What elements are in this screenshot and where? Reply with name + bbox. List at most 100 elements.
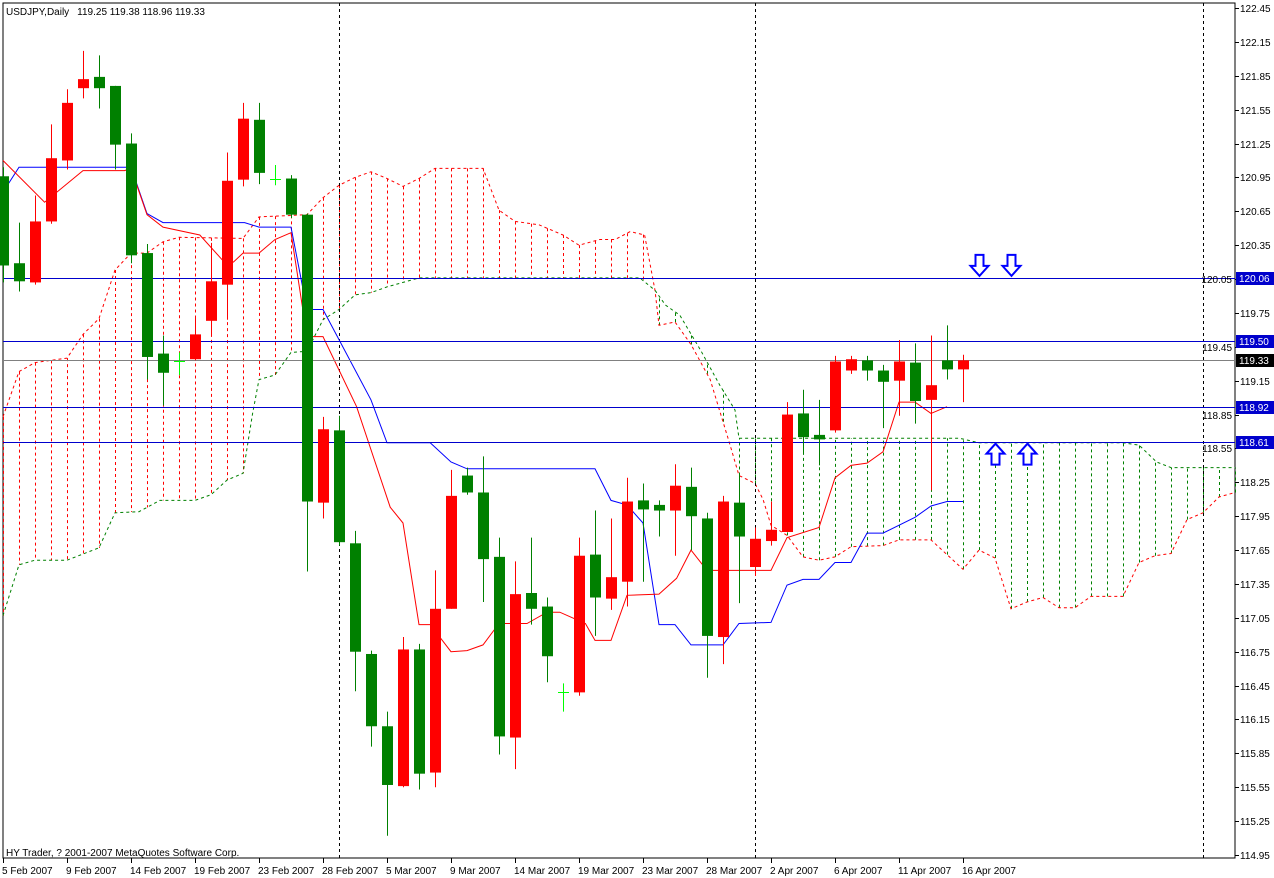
chart-title: USDJPY,Daily 119.25 119.38 118.96 119.33 bbox=[6, 7, 205, 18]
date-tick-label: 16 Apr 2007 bbox=[962, 866, 1016, 877]
candle-body bbox=[926, 385, 937, 400]
candle bbox=[110, 85, 121, 170]
candle bbox=[798, 389, 809, 455]
date-tick-label: 9 Feb 2007 bbox=[66, 866, 117, 877]
price-tick-label: 115.55 bbox=[1240, 783, 1270, 794]
candle-body bbox=[478, 492, 489, 560]
candle bbox=[894, 340, 905, 416]
candle-body bbox=[814, 434, 825, 440]
candle-body bbox=[398, 649, 409, 787]
price-tick-label: 121.55 bbox=[1240, 106, 1271, 117]
price-tick-label: 122.15 bbox=[1240, 38, 1271, 49]
candle-body bbox=[766, 529, 777, 542]
candle bbox=[446, 469, 457, 609]
candle bbox=[782, 402, 793, 533]
candle bbox=[62, 89, 73, 170]
candle bbox=[382, 711, 393, 836]
price-tick-label: 122.45 bbox=[1240, 4, 1271, 15]
candle bbox=[254, 102, 265, 185]
candle-body bbox=[46, 158, 57, 222]
arrow-up-icon bbox=[1016, 442, 1039, 466]
level-price-label: 118.92 bbox=[1239, 403, 1269, 414]
candle bbox=[766, 501, 777, 546]
price-tick-label: 116.15 bbox=[1240, 715, 1270, 726]
candles bbox=[0, 50, 969, 836]
kijun-sen-line bbox=[2, 166, 963, 646]
arrow-down-icon bbox=[1000, 253, 1023, 278]
candle-body bbox=[30, 221, 41, 283]
price-tick-label: 119.45 bbox=[1202, 343, 1232, 354]
price-tick-label: 117.95 bbox=[1240, 512, 1270, 523]
plot-area bbox=[2, 2, 1236, 859]
candle bbox=[750, 527, 761, 577]
date-tick-label: 14 Feb 2007 bbox=[130, 866, 187, 877]
senkou-span-a-line bbox=[2, 167, 1236, 610]
candle bbox=[366, 650, 377, 747]
candle bbox=[94, 55, 105, 109]
level-price-label: 118.61 bbox=[1239, 438, 1269, 449]
date-tick-label: 5 Feb 2007 bbox=[2, 866, 53, 877]
candle-body bbox=[382, 726, 393, 785]
candle bbox=[174, 352, 185, 376]
level-price-label: 120.06 bbox=[1239, 274, 1270, 285]
candle-body bbox=[462, 475, 473, 493]
candle-body bbox=[606, 577, 617, 599]
candle bbox=[462, 467, 473, 495]
candle-body bbox=[14, 263, 25, 282]
candle-body bbox=[0, 176, 9, 266]
candle bbox=[0, 167, 9, 283]
price-tick-label: 118.55 bbox=[1202, 444, 1232, 455]
date-tick-label: 6 Apr 2007 bbox=[834, 866, 883, 877]
candle-body bbox=[846, 359, 857, 371]
candle bbox=[478, 456, 489, 603]
candle bbox=[590, 510, 601, 636]
price-tick-label: 121.85 bbox=[1240, 72, 1271, 83]
candle-body bbox=[414, 649, 425, 774]
candle-body bbox=[718, 501, 729, 638]
candle-body bbox=[334, 430, 345, 543]
candle-body bbox=[686, 486, 697, 517]
candle-body bbox=[254, 119, 265, 173]
candle bbox=[862, 355, 873, 381]
candle bbox=[190, 317, 201, 361]
price-axis[interactable]: 122.45 122.15 121.85 121.55 121.25 120.95 120.… bbox=[1201, 4, 1274, 862]
date-tick-label: 28 Mar 2007 bbox=[706, 866, 763, 877]
candle-body bbox=[62, 102, 73, 161]
candle bbox=[878, 364, 889, 429]
candle bbox=[334, 415, 345, 546]
price-tick-label: 115.25 bbox=[1240, 817, 1270, 828]
price-tick-label: 119.75 bbox=[1240, 309, 1270, 320]
candle-body bbox=[206, 281, 217, 321]
arrow-down-icon bbox=[968, 253, 991, 278]
candle-body bbox=[286, 178, 297, 215]
candle bbox=[238, 102, 249, 187]
candle bbox=[926, 335, 937, 491]
date-tick-label: 19 Mar 2007 bbox=[578, 866, 635, 877]
candle-body bbox=[942, 360, 953, 370]
candle bbox=[558, 683, 569, 712]
candle-body bbox=[510, 594, 521, 738]
candle bbox=[126, 133, 137, 264]
symbol-period: USDJPY,Daily bbox=[6, 7, 69, 18]
candle bbox=[574, 537, 585, 696]
price-tick-label: 118.25 bbox=[1240, 478, 1270, 489]
indicator-lines bbox=[2, 160, 963, 653]
candle-body bbox=[302, 214, 313, 502]
candle bbox=[942, 325, 953, 380]
candle-body bbox=[782, 414, 793, 533]
candle-body bbox=[318, 429, 329, 503]
time-axis[interactable]: 5 Feb 2007 9 Feb 2007 14 Feb 2007 19 Feb 20… bbox=[2, 858, 1016, 877]
candle bbox=[78, 50, 89, 99]
ohlc-readout: 119.25 119.38 118.96 119.33 bbox=[77, 7, 205, 18]
candle bbox=[958, 354, 969, 403]
candle bbox=[654, 500, 665, 537]
horizontal-levels[interactable] bbox=[3, 278, 1235, 443]
tenkan-sen-line bbox=[2, 160, 948, 653]
candle-body bbox=[110, 85, 121, 145]
ichimoku-cloud bbox=[2, 167, 1236, 616]
price-tick-label: 116.45 bbox=[1240, 682, 1270, 693]
candle bbox=[542, 597, 553, 683]
candle-body bbox=[430, 608, 441, 773]
candle-body bbox=[750, 538, 761, 568]
